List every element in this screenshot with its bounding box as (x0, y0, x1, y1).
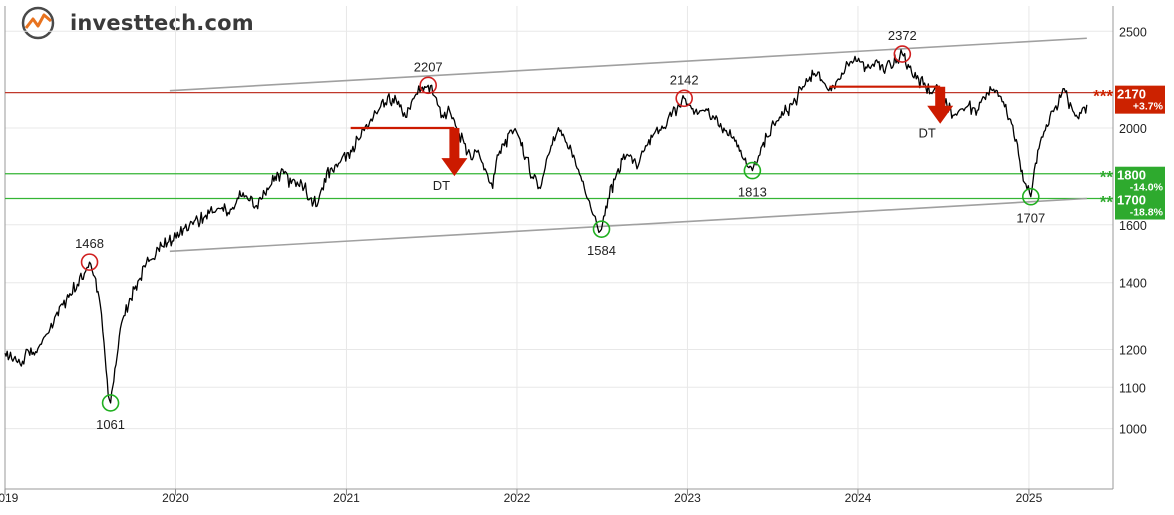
level-strength-marker: ** (1100, 168, 1114, 187)
y-tick-label: 2000 (1119, 122, 1147, 136)
extreme-value-label: 2142 (670, 72, 699, 87)
pattern-label: DT (918, 126, 935, 141)
y-tick-label: 2500 (1119, 25, 1147, 39)
bottom-marker (592, 220, 611, 238)
level-label-box (1115, 166, 1165, 195)
investtech-logo-icon (21, 6, 55, 40)
level-pct-label: -18.8% (1130, 207, 1164, 219)
level-value-label: 1800 (1117, 168, 1146, 183)
level-label-box (1115, 85, 1165, 114)
bottom-marker (743, 161, 762, 180)
y-tick-label: 1000 (1119, 423, 1147, 437)
y-tick-label: 1100 (1119, 381, 1146, 395)
pattern-target-arrow (927, 86, 954, 124)
x-tick-label: 2020 (162, 491, 189, 505)
y-tick-label: 1200 (1119, 344, 1147, 358)
level-strength-marker: *** (1093, 87, 1113, 106)
extreme-value-label: 2372 (888, 28, 917, 43)
level-label-box (1115, 191, 1165, 220)
x-tick-label: 2025 (1016, 491, 1043, 505)
bottom-marker (1021, 187, 1040, 206)
x-tick-label: 2024 (845, 491, 872, 505)
y-tick-label: 1600 (1119, 219, 1147, 233)
x-tick-label: 2023 (674, 491, 701, 505)
trend-channel-line (169, 197, 1087, 253)
pattern-label: DT (433, 178, 450, 193)
level-value-label: 2170 (1117, 87, 1146, 102)
price-series-line (4, 49, 1088, 404)
extreme-value-label: 1061 (96, 417, 125, 432)
extreme-value-label: 1468 (75, 236, 104, 251)
x-tick-label: 2021 (333, 491, 360, 505)
top-marker (675, 89, 693, 108)
bottom-marker (101, 394, 120, 412)
extreme-value-label: 1707 (1016, 211, 1045, 226)
level-pct-label: +3.7% (1133, 101, 1164, 113)
level-pct-label: -14.0% (1130, 182, 1164, 194)
extreme-value-label: 2207 (414, 59, 443, 74)
extreme-value-label: 1813 (738, 185, 767, 200)
top-marker (419, 76, 438, 95)
level-value-label: 1700 (1117, 193, 1146, 208)
top-marker (80, 253, 99, 271)
x-tick-label: 2019 (0, 491, 19, 505)
x-tick-label: 2022 (504, 491, 531, 505)
extreme-value-label: 1584 (587, 243, 616, 258)
pattern-target-arrow (441, 128, 468, 177)
level-strength-marker: ** (1100, 193, 1114, 212)
trend-channel-line (169, 37, 1087, 92)
y-tick-label: 1400 (1119, 277, 1147, 291)
top-marker (893, 45, 912, 63)
